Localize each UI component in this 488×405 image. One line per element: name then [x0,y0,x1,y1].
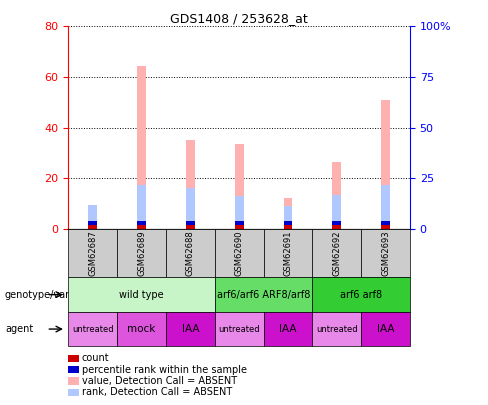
Bar [284,225,292,229]
Bar [332,221,341,225]
Bar [235,225,244,229]
Bar [284,221,292,225]
Bar [235,196,244,229]
Bar [284,206,292,229]
Bar [381,100,390,229]
Bar [332,225,341,229]
Text: IAA: IAA [377,324,394,334]
Text: untreated: untreated [316,324,358,334]
Text: GSM62690: GSM62690 [235,230,244,276]
Text: wild type: wild type [119,290,164,300]
Bar [88,225,97,229]
Text: GSM62692: GSM62692 [332,230,341,276]
Text: agent: agent [5,324,33,334]
Bar [186,225,195,229]
Bar [332,162,341,229]
Text: count: count [82,354,110,363]
Bar [137,185,146,229]
Bar [332,195,341,229]
Text: GSM62689: GSM62689 [137,230,146,276]
Text: mock: mock [127,324,156,334]
Text: percentile rank within the sample: percentile rank within the sample [82,365,247,375]
Title: GDS1408 / 253628_at: GDS1408 / 253628_at [170,12,308,25]
Bar [235,144,244,229]
Bar [186,221,195,225]
Bar [381,221,390,225]
Bar [137,66,146,229]
Bar [186,188,195,229]
Text: IAA: IAA [182,324,199,334]
Text: genotype/variation: genotype/variation [5,290,98,300]
Text: GSM62691: GSM62691 [284,230,292,276]
Text: untreated: untreated [72,324,114,334]
Bar [88,217,97,229]
Bar [88,205,97,229]
Bar [186,140,195,229]
Text: value, Detection Call = ABSENT: value, Detection Call = ABSENT [82,376,237,386]
Text: GSM62693: GSM62693 [381,230,390,276]
Text: arf6 arf8: arf6 arf8 [340,290,382,300]
Text: untreated: untreated [218,324,260,334]
Bar [284,198,292,229]
Bar [137,225,146,229]
Bar [137,221,146,225]
Text: IAA: IAA [279,324,297,334]
Bar [88,221,97,225]
Text: GSM62688: GSM62688 [186,230,195,276]
Bar [381,225,390,229]
Text: arf6/arf6 ARF8/arf8: arf6/arf6 ARF8/arf8 [217,290,310,300]
Text: rank, Detection Call = ABSENT: rank, Detection Call = ABSENT [82,388,232,397]
Text: GSM62687: GSM62687 [88,230,97,276]
Bar [235,221,244,225]
Bar [381,185,390,229]
